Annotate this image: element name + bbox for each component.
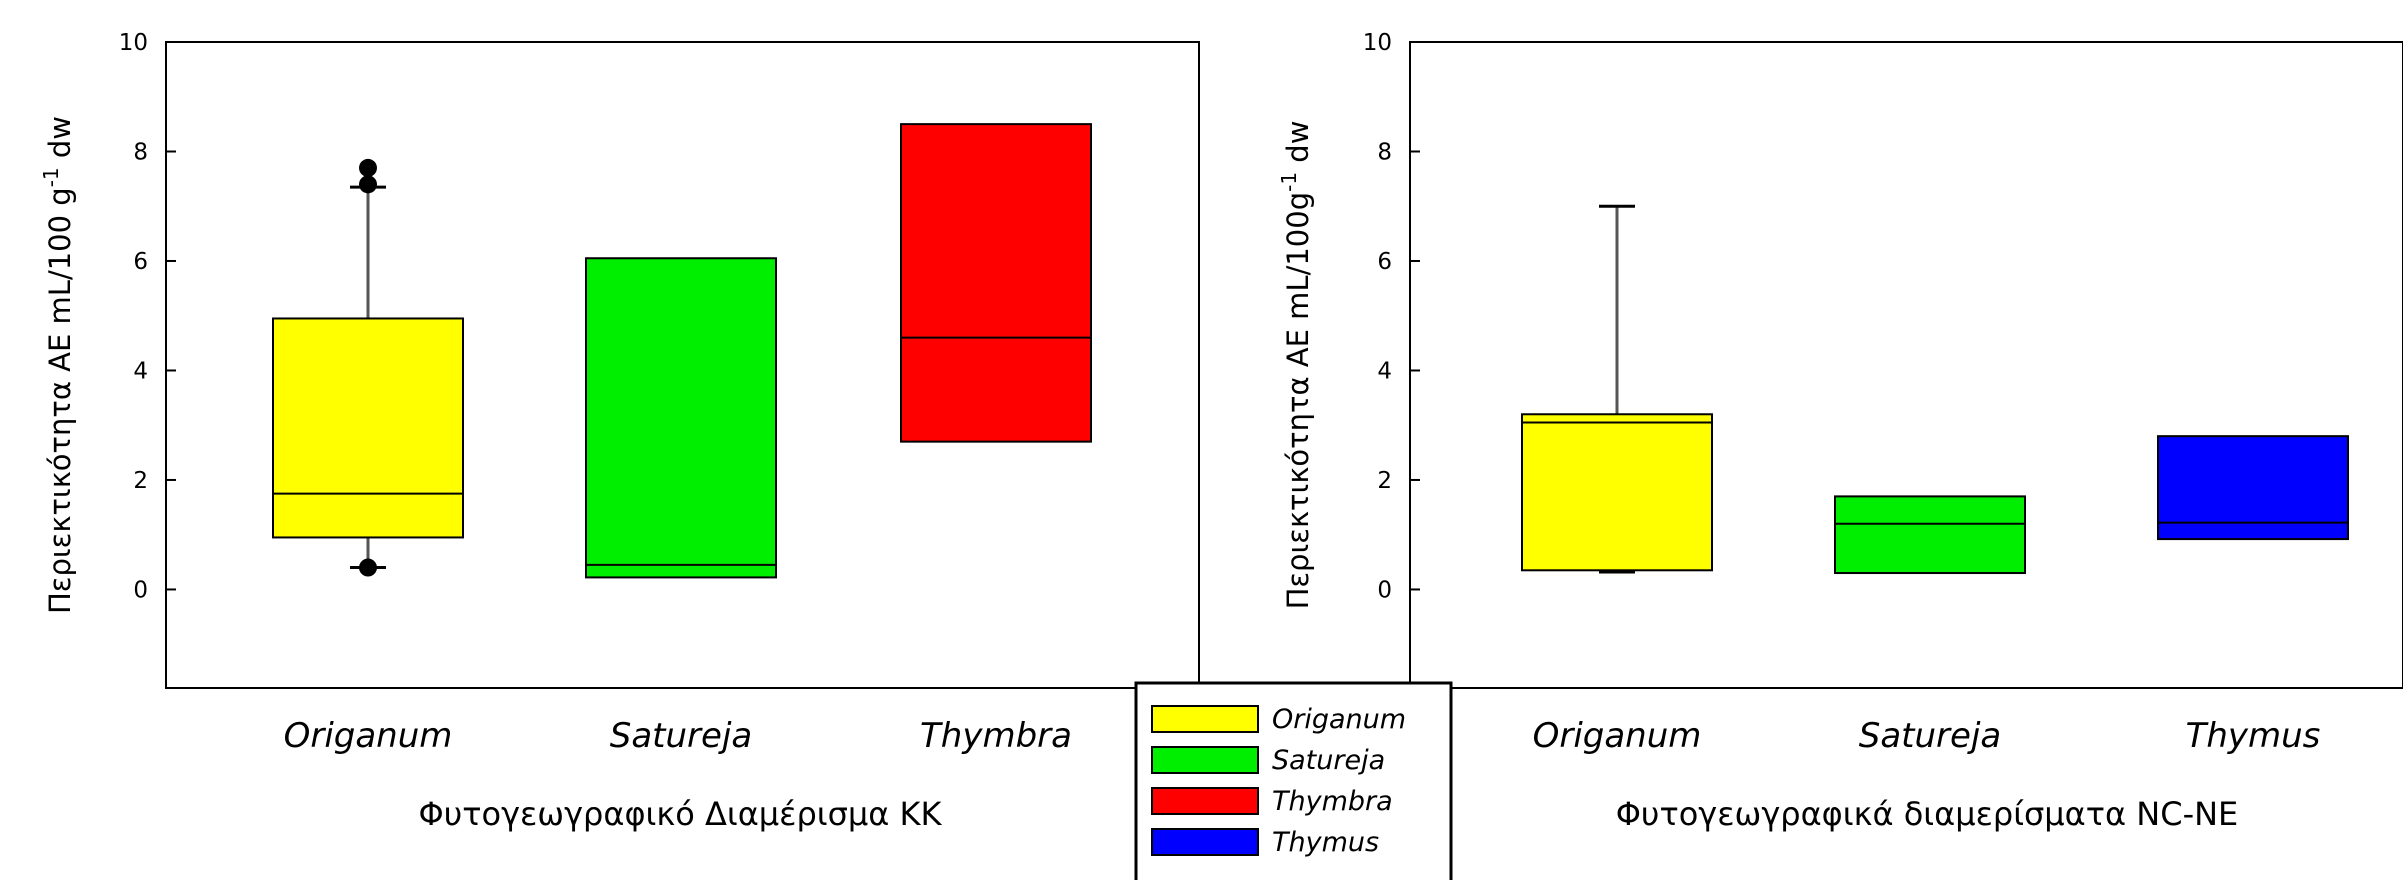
category-label: Origanum	[284, 716, 453, 756]
category-label: Satureja	[1859, 716, 2001, 756]
legend-label: Satureja	[1272, 745, 1385, 776]
y-tick-label: 10	[1363, 30, 1392, 56]
outlier-point	[359, 558, 377, 577]
legend-label: Thymbra	[1272, 786, 1393, 817]
y-axis-label-text: Περιεκτικότητα AE mL/100g	[1281, 192, 1315, 610]
box-origanum	[272, 317, 464, 539]
legend-swatch-origanum	[1151, 705, 1259, 733]
y-axis-label-text: Περιεκτικότητα AE mL/100 g	[43, 187, 77, 614]
y-tick-label: 2	[1377, 468, 1392, 494]
legend-label: Origanum	[1272, 704, 1406, 735]
legend-swatch-thymbra	[1151, 787, 1259, 815]
y-tick-label: 8	[1377, 139, 1392, 165]
y-axis-label: Περιεκτικότητα AE mL/100g-1 dw	[1277, 121, 1315, 610]
category-label: Thymbra	[920, 716, 1072, 756]
box-satureja	[1834, 495, 2026, 575]
x-axis-label: Φυτογεωγραφικά διαμερίσματα NC-NE	[1616, 795, 2239, 833]
plot-frame	[165, 41, 1200, 689]
y-tick-label: 8	[133, 139, 148, 165]
category-label: Thymus	[2186, 716, 2321, 756]
box-satureja	[585, 257, 777, 579]
outlier-point	[359, 175, 377, 194]
plot-frame	[1409, 41, 2403, 689]
y-tick-label: 4	[1377, 358, 1392, 384]
y-axis-label-superscript: -1	[39, 167, 63, 187]
y-axis-label: Περιεκτικότητα AE mL/100 g-1 dw	[39, 116, 77, 614]
legend-label: Thymus	[1272, 827, 1379, 858]
y-axis-label-unit: dw	[1281, 121, 1315, 172]
y-tick-label: 4	[133, 358, 148, 384]
y-tick-label: 2	[133, 468, 148, 494]
legend: Origanum Satureja Thymbra Thymus	[1134, 681, 1453, 880]
y-axis-label-unit: dw	[43, 116, 77, 167]
x-axis-label: Φυτογεωγραφικό Διαμέρισμα ΚΚ	[419, 795, 943, 833]
legend-swatch-satureja	[1151, 746, 1259, 774]
outlier-point	[359, 158, 377, 177]
y-tick-label: 0	[133, 577, 148, 603]
box-thymbra	[900, 123, 1092, 443]
y-axis-label-superscript: -1	[1277, 172, 1301, 192]
legend-swatch-thymus	[1151, 828, 1259, 856]
panel-nc-ne: 0 2 4 6 8 10 Περιεκτικότητα AE mL/100g-1 dw Ori…	[1277, 30, 2403, 833]
y-tick-label: 6	[133, 249, 148, 275]
y-tick-label: 0	[1377, 577, 1392, 603]
category-label: Origanum	[1533, 716, 1702, 756]
box-origanum	[1521, 413, 1713, 572]
category-label: Satureja	[610, 716, 752, 756]
y-tick-label: 10	[119, 30, 148, 56]
y-tick-label: 6	[1377, 249, 1392, 275]
panel-kk: 0 2 4 6 8 10 Περιεκτικότητα AE mL/100 g-1 dw Or…	[39, 30, 1200, 833]
